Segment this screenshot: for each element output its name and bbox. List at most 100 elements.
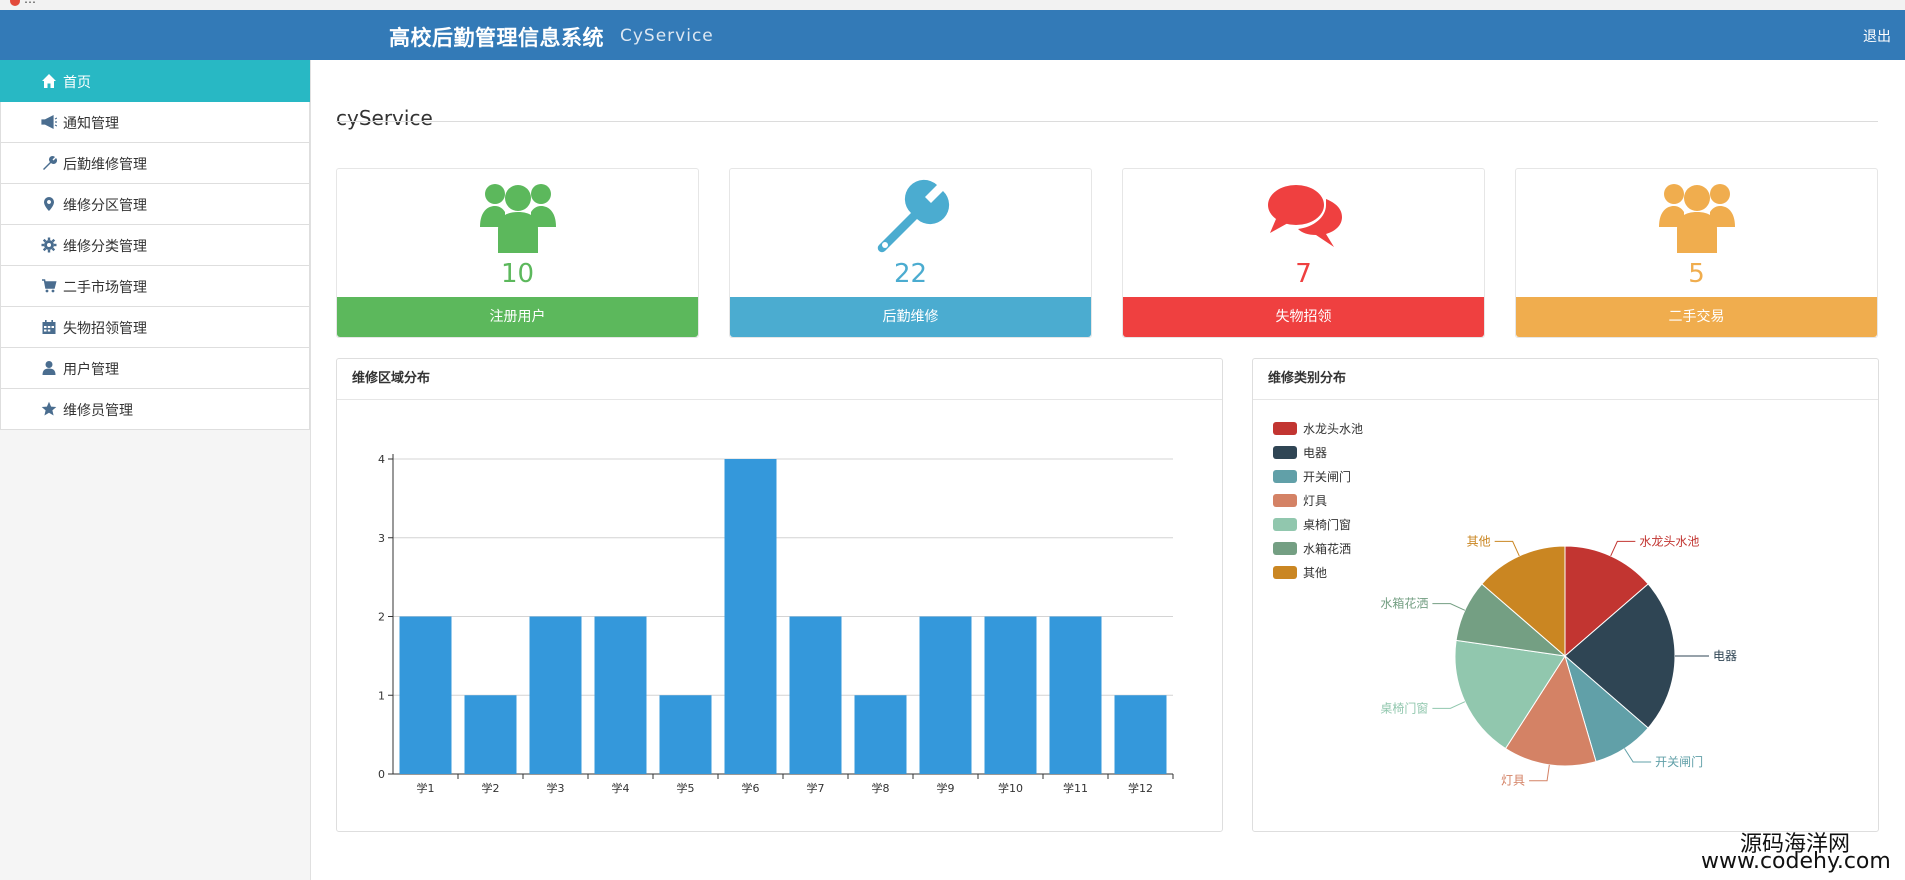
- sidebar-item-label: 二手市场管理: [63, 280, 147, 296]
- app-subtitle: CyService: [620, 26, 714, 46]
- pie-slice: [1564, 545, 1649, 658]
- title-divider: [336, 121, 1878, 122]
- page-title: cyService: [336, 105, 433, 130]
- stat-card-users: 10 注册用户: [336, 168, 699, 338]
- pie-label: 水龙头水池: [1639, 534, 1699, 548]
- sidebar-item-market[interactable]: 二手市场管理: [0, 266, 310, 307]
- bar-chart-panel: 维修区域分布 0 1 2 3 4 学1 学2 学3 学4 学5 学6 学7 学8 学9 学10 学11 学12: [336, 358, 1223, 832]
- wrench-icon: [877, 179, 949, 253]
- y-tick-label: 4: [378, 453, 385, 466]
- legend-swatch: [1273, 494, 1297, 507]
- wrench-icon: [43, 155, 57, 170]
- user-icon: [42, 361, 56, 375]
- legend-item: 开关闸门: [1303, 469, 1351, 484]
- x-tick-label: 学1: [417, 781, 435, 795]
- sidebar-item-label: 通知管理: [63, 116, 119, 132]
- sidebar-item-home[interactable]: 首页: [0, 60, 310, 102]
- x-tick-label: 学2: [482, 781, 500, 795]
- top-navbar: 高校后勤管理信息系统 CyService 退出: [0, 10, 1905, 60]
- sidebar-item-label: 首页: [63, 75, 91, 91]
- legend-item: 桌椅门窗: [1303, 517, 1351, 532]
- x-tick-label: 学4: [612, 781, 630, 795]
- y-tick-label: 3: [378, 532, 385, 545]
- bar: [594, 616, 647, 774]
- users-icon: [479, 184, 556, 253]
- x-tick-label: 学11: [1063, 781, 1088, 795]
- stat-card-lost-found: 7 失物招领: [1122, 168, 1485, 338]
- logout-link[interactable]: 退出: [1863, 29, 1891, 45]
- x-tick-label: 学10: [998, 781, 1023, 795]
- stat-value: 22: [893, 259, 928, 289]
- sidebar-item-label: 维修员管理: [63, 403, 133, 419]
- browser-favicon-icon: [10, 0, 20, 6]
- legend-swatch: [1273, 446, 1297, 459]
- legend-item: 水龙头水池: [1303, 422, 1363, 436]
- pie-chart-panel: 维修类别分布 水龙头水池 电器 开关闸门 灯具 桌椅门窗 水箱花洒 其他 水龙头水池 电器 开关闸…: [1252, 358, 1879, 832]
- pie-label-line: [1432, 701, 1466, 709]
- stat-link-lost-found[interactable]: 失物招领: [1123, 297, 1484, 337]
- star-icon: [41, 401, 57, 416]
- stat-link-repairs[interactable]: 后勤维修: [730, 297, 1091, 337]
- legend-item: 其他: [1303, 566, 1327, 580]
- pie-slice: [1564, 583, 1676, 729]
- map-marker-icon: [44, 197, 54, 211]
- stat-card-repairs: 22 后勤维修: [729, 168, 1092, 338]
- stat-link-users[interactable]: 注册用户: [337, 297, 698, 337]
- bullhorn-icon: [41, 115, 57, 129]
- bar-chart: 0 1 2 3 4 学1 学2 学3 学4 学5 学6 学7 学8 学9 学10 学11 学12: [378, 453, 1174, 795]
- pie-slice: [1504, 654, 1597, 767]
- watermark-title: 源码海洋网: [1740, 832, 1851, 857]
- x-tick-label: 学6: [742, 781, 760, 795]
- stat-card-trade: 5 二手交易: [1515, 168, 1878, 338]
- pie-slice: [1481, 545, 1566, 658]
- sidebar-item-repair[interactable]: 后勤维修管理: [0, 143, 310, 184]
- pie-label-line: [1610, 540, 1636, 557]
- users-icon: [1658, 184, 1735, 253]
- legend-swatch: [1273, 470, 1297, 483]
- pie-label: 开关闸门: [1655, 754, 1703, 769]
- y-tick-label: 2: [378, 611, 385, 624]
- browser-tab-title: …: [24, 0, 36, 6]
- x-tick-label: 学3: [547, 781, 565, 795]
- sidebar-item-label: 失物招领管理: [63, 321, 147, 337]
- pie-chart-title: 维修类别分布: [1253, 359, 1878, 400]
- sidebar-item-repairman[interactable]: 维修员管理: [0, 389, 310, 430]
- bar: [789, 616, 842, 774]
- bar: [399, 616, 452, 774]
- y-tick-label: 0: [378, 768, 385, 781]
- sidebar: 首页 通知管理 后勤维修管理 维修分区管理 维修分类管理 二手市场管理 失物招领…: [0, 60, 311, 880]
- legend-item: 灯具: [1303, 494, 1327, 508]
- app-title: 高校后勤管理信息系统: [389, 26, 604, 50]
- y-tick-label: 1: [378, 689, 385, 702]
- legend-swatch: [1273, 518, 1297, 531]
- sidebar-item-label: 维修分类管理: [63, 239, 147, 255]
- sidebar-item-category[interactable]: 维修分类管理: [0, 225, 310, 266]
- sidebar-item-users[interactable]: 用户管理: [0, 348, 310, 389]
- comments-icon: [1267, 185, 1342, 247]
- sidebar-item-lost-found[interactable]: 失物招领管理: [0, 307, 310, 348]
- cart-icon: [42, 279, 57, 293]
- sidebar-item-label: 维修分区管理: [63, 198, 147, 214]
- bar: [724, 459, 777, 774]
- sidebar-item-label: 用户管理: [63, 362, 119, 378]
- pie-label: 桌椅门窗: [1380, 700, 1428, 715]
- sidebar-item-notice[interactable]: 通知管理: [0, 102, 310, 143]
- legend-item: 电器: [1303, 446, 1327, 460]
- pie-label-line: [1494, 540, 1520, 557]
- x-tick-label: 学12: [1128, 781, 1153, 795]
- bar-chart-title: 维修区域分布: [337, 359, 1222, 400]
- x-tick-label: 学9: [937, 781, 955, 795]
- stat-value: 5: [1688, 259, 1705, 289]
- pie-label: 水箱花洒: [1380, 596, 1428, 611]
- pie-slice: [1454, 639, 1566, 750]
- pie-label: 灯具: [1501, 774, 1525, 788]
- x-tick-label: 学7: [807, 781, 825, 795]
- stat-value: 7: [1295, 259, 1312, 289]
- bar: [529, 616, 582, 774]
- x-tick-label: 学8: [872, 781, 890, 795]
- bar: [919, 616, 972, 774]
- bar: [1049, 616, 1102, 774]
- sidebar-item-zone[interactable]: 维修分区管理: [0, 184, 310, 225]
- legend-swatch: [1273, 542, 1297, 555]
- stat-link-trade[interactable]: 二手交易: [1516, 297, 1877, 337]
